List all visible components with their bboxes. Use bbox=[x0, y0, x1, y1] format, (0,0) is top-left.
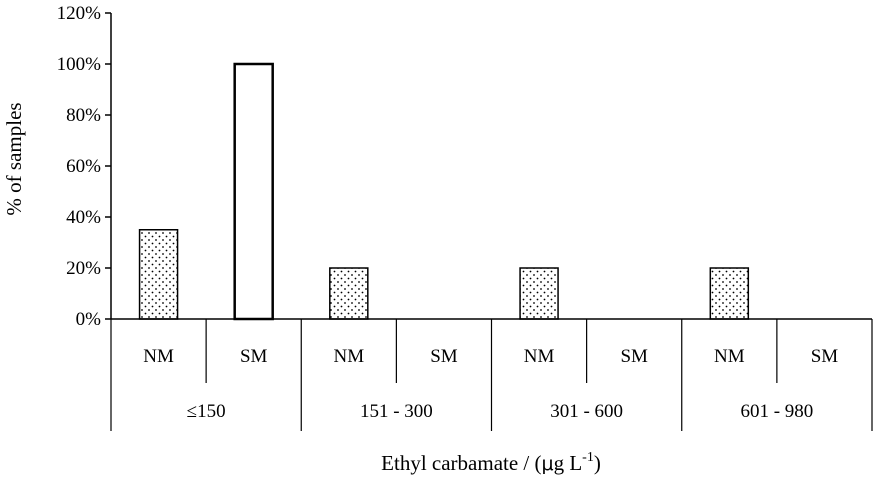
y-tick-label: 120% bbox=[57, 3, 102, 24]
x-axis-title-main: Ethyl carbamate / ( bbox=[381, 451, 541, 475]
x-group-label: ≤150 bbox=[187, 401, 226, 422]
x-group-label: 151 - 300 bbox=[360, 401, 433, 422]
y-tick-label: 80% bbox=[66, 105, 101, 126]
x-category-label: SM bbox=[811, 346, 839, 367]
x-axis-title-unit: g L bbox=[554, 451, 583, 475]
x-axis-title-close: ) bbox=[594, 451, 601, 475]
x-category-label: NM bbox=[143, 346, 174, 367]
x-group-label: 301 - 600 bbox=[550, 401, 623, 422]
bars bbox=[138, 62, 750, 321]
x-category-label: NM bbox=[714, 346, 745, 367]
bar-sm bbox=[233, 62, 274, 321]
x-axis-title: Ethyl carbamate / (μg L-1) bbox=[381, 450, 601, 475]
x-category-label: SM bbox=[430, 346, 458, 367]
y-tick-label: 40% bbox=[66, 207, 101, 228]
y-tick-label: 100% bbox=[57, 54, 102, 75]
y-axis-title: % of samples bbox=[2, 102, 26, 215]
y-tick-label: 0% bbox=[76, 309, 102, 330]
y-tick-label: 20% bbox=[66, 258, 101, 279]
x-axis-title-sup: -1 bbox=[582, 450, 594, 465]
y-axis: 0% 20% 40% 60% 80% 100% 120% bbox=[57, 3, 112, 330]
x-axis: NM SM NM SM NM SM NM SM ≤150 151 - 300 301 - 600 60… bbox=[110, 318, 873, 431]
bar-nm bbox=[709, 267, 750, 320]
x-category-label: SM bbox=[620, 346, 648, 367]
bar-nm bbox=[329, 267, 369, 320]
x-axis-title-mu: μ bbox=[542, 453, 554, 475]
bar-nm bbox=[519, 267, 559, 320]
x-category-label: NM bbox=[334, 346, 365, 367]
bar-nm bbox=[138, 229, 179, 320]
x-category-label: NM bbox=[524, 346, 555, 367]
y-tick-label: 60% bbox=[66, 156, 101, 177]
x-group-label: 601 - 980 bbox=[740, 401, 813, 422]
x-category-label: SM bbox=[240, 346, 268, 367]
